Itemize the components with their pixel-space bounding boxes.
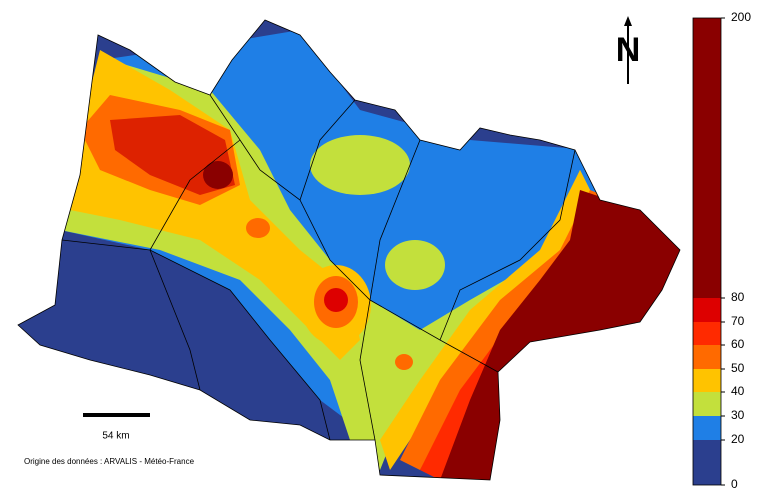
map-area xyxy=(18,20,680,480)
north-arrow-head xyxy=(624,16,632,26)
legend-tick-label: 40 xyxy=(731,384,745,398)
legend: 0 20 30 40 50 60 70 80 200 xyxy=(692,10,751,491)
legend-swatch xyxy=(693,298,721,322)
legend-swatch xyxy=(693,392,721,416)
legend-tick-label: 20 xyxy=(731,432,745,446)
source-note: Origine des données : ARVALIS - Météo-Fr… xyxy=(24,457,195,466)
legend-swatch xyxy=(693,345,721,369)
legend-tick-label: 200 xyxy=(731,10,751,24)
north-label: N xyxy=(616,31,641,69)
legend-swatch xyxy=(693,322,721,345)
legend-tick-label: 70 xyxy=(731,314,745,328)
legend-swatch xyxy=(693,369,721,392)
borders xyxy=(17,19,681,481)
legend-swatch xyxy=(693,440,721,485)
legend-tick-label: 60 xyxy=(731,337,745,351)
legend-swatch xyxy=(693,416,721,440)
legend-tick-label: 50 xyxy=(731,361,745,375)
legend-frame xyxy=(692,17,722,486)
legend-tick-label: 30 xyxy=(731,408,745,422)
legend-swatch xyxy=(693,18,721,298)
legend-tick-label: 80 xyxy=(731,290,745,304)
scale-label: 54 km xyxy=(102,431,129,442)
legend-tick-label: 0 xyxy=(731,477,738,491)
